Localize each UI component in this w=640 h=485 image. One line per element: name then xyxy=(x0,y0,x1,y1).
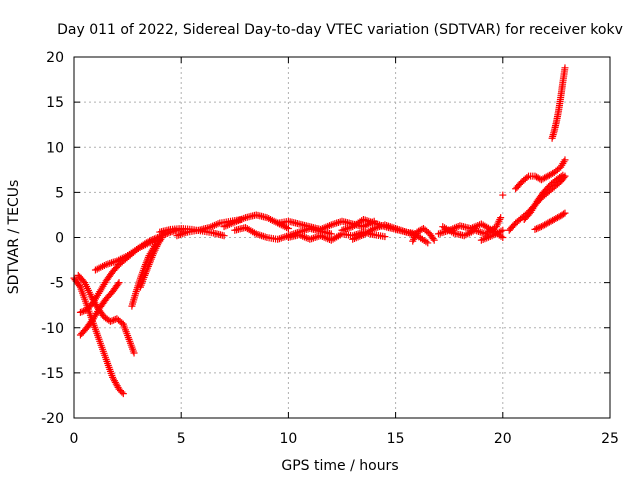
data-point xyxy=(499,226,507,234)
series-arc-19 xyxy=(477,226,507,244)
data-point xyxy=(118,388,126,396)
series-arc-5 xyxy=(91,236,164,274)
y-tick-label: 15 xyxy=(46,95,64,111)
x-tick-label: 10 xyxy=(279,431,297,447)
data-point xyxy=(561,64,569,72)
x-tick-label: 0 xyxy=(70,431,79,447)
y-tick-label: 20 xyxy=(46,50,64,66)
data-point xyxy=(499,234,507,241)
series-arc-1 xyxy=(70,274,127,398)
series-arc-22 xyxy=(512,156,569,193)
data-point xyxy=(78,308,86,316)
chart-title: Day 011 of 2022, Sidereal Day-to-day VTE… xyxy=(57,22,623,38)
x-tick-label: 25 xyxy=(601,431,619,447)
y-tick-label: -10 xyxy=(41,321,64,337)
data-point xyxy=(557,172,565,180)
y-tick-label: 10 xyxy=(46,140,64,156)
series-arc-23 xyxy=(520,171,567,223)
x-tick-label: 15 xyxy=(387,431,405,447)
data-point xyxy=(561,156,569,164)
series-arc-10 xyxy=(220,211,292,232)
y-tick-label: 5 xyxy=(55,185,64,201)
data-point xyxy=(424,239,432,247)
data-point xyxy=(430,236,438,244)
y-tick-label: -15 xyxy=(41,366,64,382)
series-arc-7 xyxy=(136,234,166,291)
data-point xyxy=(534,224,542,232)
series-arc-3 xyxy=(76,279,123,339)
data-point xyxy=(76,308,84,316)
data-point xyxy=(130,349,138,357)
data-point xyxy=(114,280,122,288)
series-arc-25 xyxy=(548,64,569,142)
x-tick-label: 20 xyxy=(494,431,512,447)
data-point xyxy=(497,214,505,222)
plot-frame xyxy=(73,56,611,419)
data-point xyxy=(111,315,119,323)
series-arc-16 xyxy=(409,224,438,245)
data-point xyxy=(80,307,88,315)
data-point xyxy=(115,279,123,287)
data-point xyxy=(106,317,114,325)
y-tick-label: -5 xyxy=(50,276,64,292)
data-point xyxy=(560,210,568,218)
data-point xyxy=(536,223,544,231)
data-point xyxy=(284,224,292,232)
data-point xyxy=(559,171,567,179)
series-arc-24 xyxy=(531,209,569,233)
data-point xyxy=(119,390,127,398)
y-tick-label: 0 xyxy=(55,231,64,247)
y-axis-label: SDTVAR / TECUs xyxy=(6,180,22,295)
data-point xyxy=(108,317,116,325)
data-point xyxy=(75,282,83,290)
data-point xyxy=(531,225,539,233)
x-axis-label: GPS time / hours xyxy=(281,458,398,474)
x-tick-label: 5 xyxy=(177,431,186,447)
data-point xyxy=(220,232,228,240)
data-point xyxy=(429,235,437,243)
data-point xyxy=(327,230,335,238)
y-tick-label: -20 xyxy=(41,411,64,427)
data-point xyxy=(158,234,166,241)
data-point xyxy=(561,209,569,217)
data-points xyxy=(70,64,569,398)
data-point xyxy=(533,225,541,233)
data-point xyxy=(523,173,531,181)
series-arc-18 xyxy=(439,214,505,240)
grid-lines xyxy=(74,57,610,418)
data-point xyxy=(381,233,389,241)
series-arc-20 xyxy=(499,191,507,199)
data-point xyxy=(499,191,507,199)
